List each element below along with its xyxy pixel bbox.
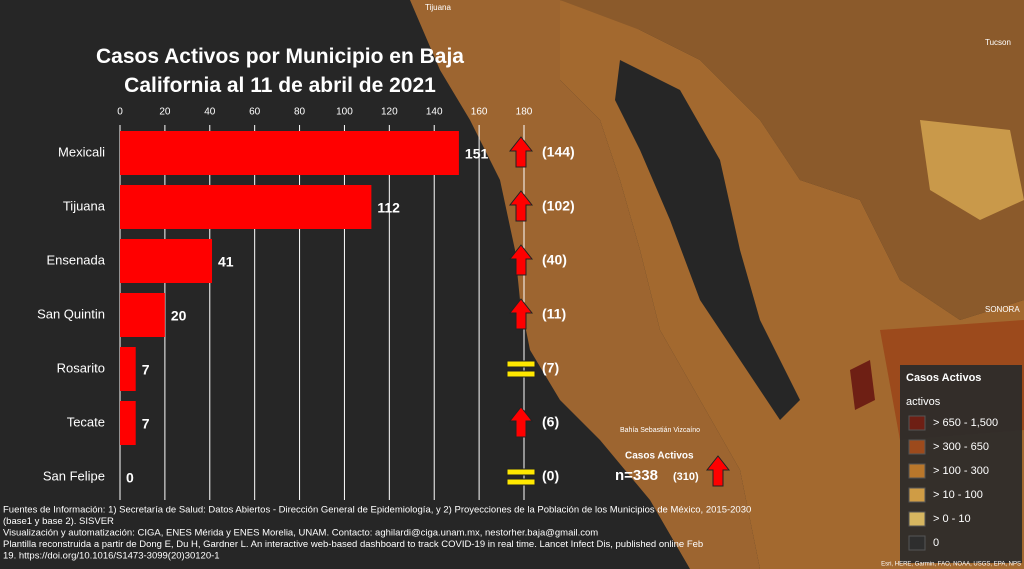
previous-value-label: (102) <box>542 198 575 214</box>
summary-arrow <box>705 455 731 487</box>
bar <box>120 293 165 337</box>
legend-label: 0 <box>933 537 939 549</box>
chart-title: Casos Activos por Municipio en Baja Cali… <box>96 45 464 97</box>
legend-swatch <box>908 463 926 479</box>
y-tick-label: Rosarito <box>57 360 105 375</box>
footer-line: Visualización y automatización: CIGA, EN… <box>3 528 598 539</box>
previous-value-label: (0) <box>542 468 559 484</box>
previous-value-label: (11) <box>542 306 566 322</box>
legend-title: Casos Activos <box>906 372 981 384</box>
x-tick-label: 20 <box>159 107 171 118</box>
x-tick-label: 100 <box>336 107 353 118</box>
previous-value-label: (6) <box>542 414 559 430</box>
map-label: SONORA <box>985 305 1020 314</box>
previous-value-label: (7) <box>542 360 559 376</box>
bar <box>120 401 136 445</box>
summary-title: Casos Activos <box>625 451 694 462</box>
gulf <box>615 60 800 420</box>
legend-label: > 300 - 650 <box>933 441 989 453</box>
trend-arrow <box>508 406 534 438</box>
bar <box>120 347 136 391</box>
x-tick-label: 140 <box>426 107 443 118</box>
value-label: 112 <box>377 200 400 216</box>
bar <box>120 239 213 283</box>
trend-equal <box>506 360 536 368</box>
y-tick-label: Mexicali <box>58 144 105 159</box>
previous-value-label: (40) <box>542 252 567 268</box>
y-tick-label: San Felipe <box>43 468 105 483</box>
trend-equal <box>506 478 536 486</box>
legend-swatch <box>908 487 926 503</box>
trend-arrow <box>508 190 534 222</box>
y-tick-label: Tijuana <box>63 198 106 213</box>
x-tick-label: 180 <box>516 107 533 118</box>
value-label: 151 <box>465 146 489 162</box>
trend-arrow <box>508 298 534 330</box>
y-tick-label: Tecate <box>67 414 105 429</box>
legend-swatch <box>908 535 926 551</box>
legend-label: > 650 - 1,500 <box>933 417 998 429</box>
bar <box>120 185 372 229</box>
summary-previous: (310) <box>673 471 699 483</box>
trend-equal <box>506 370 536 378</box>
map-label: Tijuana <box>425 3 451 12</box>
land <box>920 120 1024 220</box>
y-tick-label: San Quintin <box>37 306 105 321</box>
legend-subtitle: activos <box>906 396 941 408</box>
trend-equal <box>506 468 536 476</box>
value-label: 41 <box>218 254 234 270</box>
x-tick-label: 80 <box>294 107 306 118</box>
footer-line: Fuentes de Información: 1) Secretaría de… <box>3 505 751 516</box>
land <box>410 0 1024 320</box>
x-tick-label: 160 <box>471 107 488 118</box>
value-label: 7 <box>142 416 150 432</box>
value-label: 0 <box>126 470 134 486</box>
previous-value-label: (144) <box>542 144 575 160</box>
footer-line: Plantilla reconstruida a partir de Dong … <box>3 539 703 550</box>
y-tick-label: Ensenada <box>46 252 105 267</box>
footer-line: (base1 y base 2). SISVER <box>3 516 114 527</box>
value-label: 7 <box>142 362 150 378</box>
footer-line: 19. https://doi.org/10.1016/S1473-3099(2… <box>3 551 220 562</box>
legend-swatch <box>908 439 926 455</box>
bar <box>120 131 459 175</box>
x-tick-label: 0 <box>117 107 123 118</box>
map-label: Bahía Sebastián Vizcaíno <box>620 427 700 434</box>
x-tick-label: 120 <box>381 107 398 118</box>
land <box>410 0 760 569</box>
legend-label: > 0 - 10 <box>933 513 971 525</box>
summary-total: n=338 <box>615 467 658 484</box>
x-tick-label: 40 <box>204 107 216 118</box>
value-label: 20 <box>171 308 187 324</box>
legend-label: > 100 - 300 <box>933 465 989 477</box>
trend-arrow <box>508 244 534 276</box>
map-label: Tucson <box>985 38 1011 47</box>
legend-swatch <box>908 415 926 431</box>
legend-swatch <box>908 511 926 527</box>
land <box>850 360 875 410</box>
legend-label: > 10 - 100 <box>933 489 983 501</box>
trend-arrow <box>508 136 534 168</box>
x-tick-label: 60 <box>249 107 261 118</box>
attribution: Esri, HERE, Garmin, FAO, NOAA, USGS, EPA… <box>881 562 1021 568</box>
